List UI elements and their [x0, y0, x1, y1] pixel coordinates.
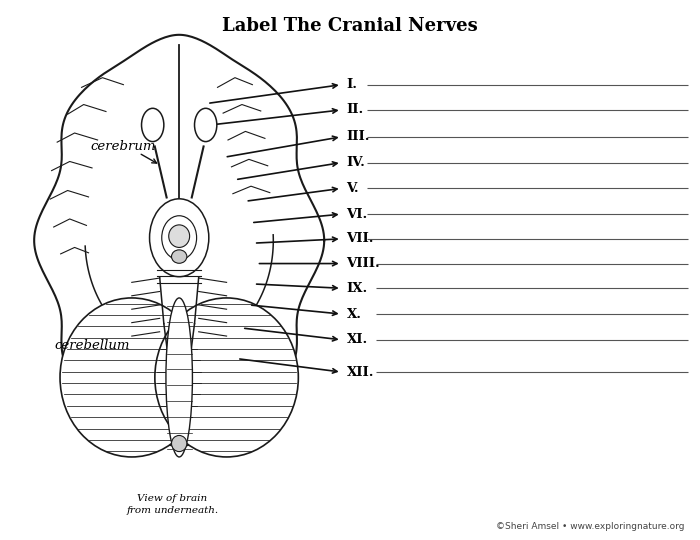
Ellipse shape — [155, 298, 298, 457]
Text: View of brain: View of brain — [137, 494, 207, 503]
Text: ©Sheri Amsel • www.exploringnature.org: ©Sheri Amsel • www.exploringnature.org — [496, 522, 685, 531]
Ellipse shape — [195, 109, 217, 141]
Text: IV.: IV. — [346, 156, 365, 169]
Text: III.: III. — [346, 130, 370, 143]
Ellipse shape — [169, 225, 190, 247]
Ellipse shape — [172, 435, 187, 451]
Text: X.: X. — [346, 308, 361, 321]
Ellipse shape — [150, 199, 209, 276]
Text: VI.: VI. — [346, 207, 368, 221]
Text: XI.: XI. — [346, 333, 368, 346]
Text: cerebellum: cerebellum — [55, 339, 130, 352]
Text: VII.: VII. — [346, 232, 374, 245]
Text: I.: I. — [346, 78, 358, 91]
Text: cerebrum: cerebrum — [91, 140, 156, 153]
Ellipse shape — [60, 298, 204, 457]
Ellipse shape — [172, 250, 187, 264]
Text: II.: II. — [346, 103, 364, 117]
Text: VIII.: VIII. — [346, 257, 380, 270]
Text: V.: V. — [346, 182, 359, 195]
Polygon shape — [34, 35, 324, 446]
Ellipse shape — [166, 298, 193, 457]
Text: XII.: XII. — [346, 366, 374, 379]
Text: IX.: IX. — [346, 282, 368, 295]
Ellipse shape — [141, 109, 164, 141]
Text: Label The Cranial Nerves: Label The Cranial Nerves — [222, 17, 478, 35]
Text: from underneath.: from underneath. — [126, 506, 218, 515]
